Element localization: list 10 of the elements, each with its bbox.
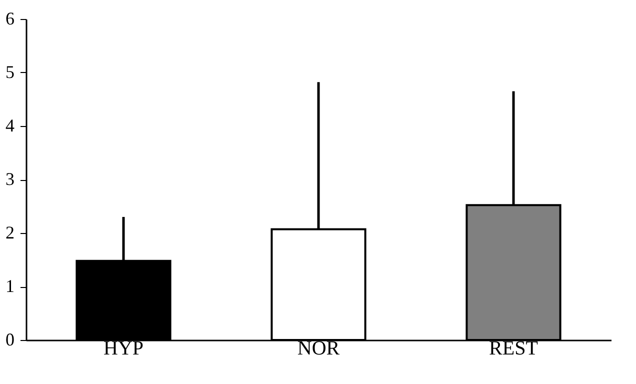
y-tick-label: 0 — [6, 330, 14, 350]
y-tick-label: 4 — [6, 116, 14, 136]
x-tick-label: NOR — [297, 338, 340, 360]
y-tick-label: 5 — [6, 62, 14, 82]
x-tick-label: REST — [489, 338, 538, 360]
y-tick-label: 2 — [6, 222, 14, 242]
y-tick-label: 3 — [6, 169, 14, 189]
y-tick-label: 6 — [6, 8, 14, 28]
y-tick-label: 1 — [6, 276, 14, 296]
x-tick-label: HYP — [103, 338, 144, 360]
